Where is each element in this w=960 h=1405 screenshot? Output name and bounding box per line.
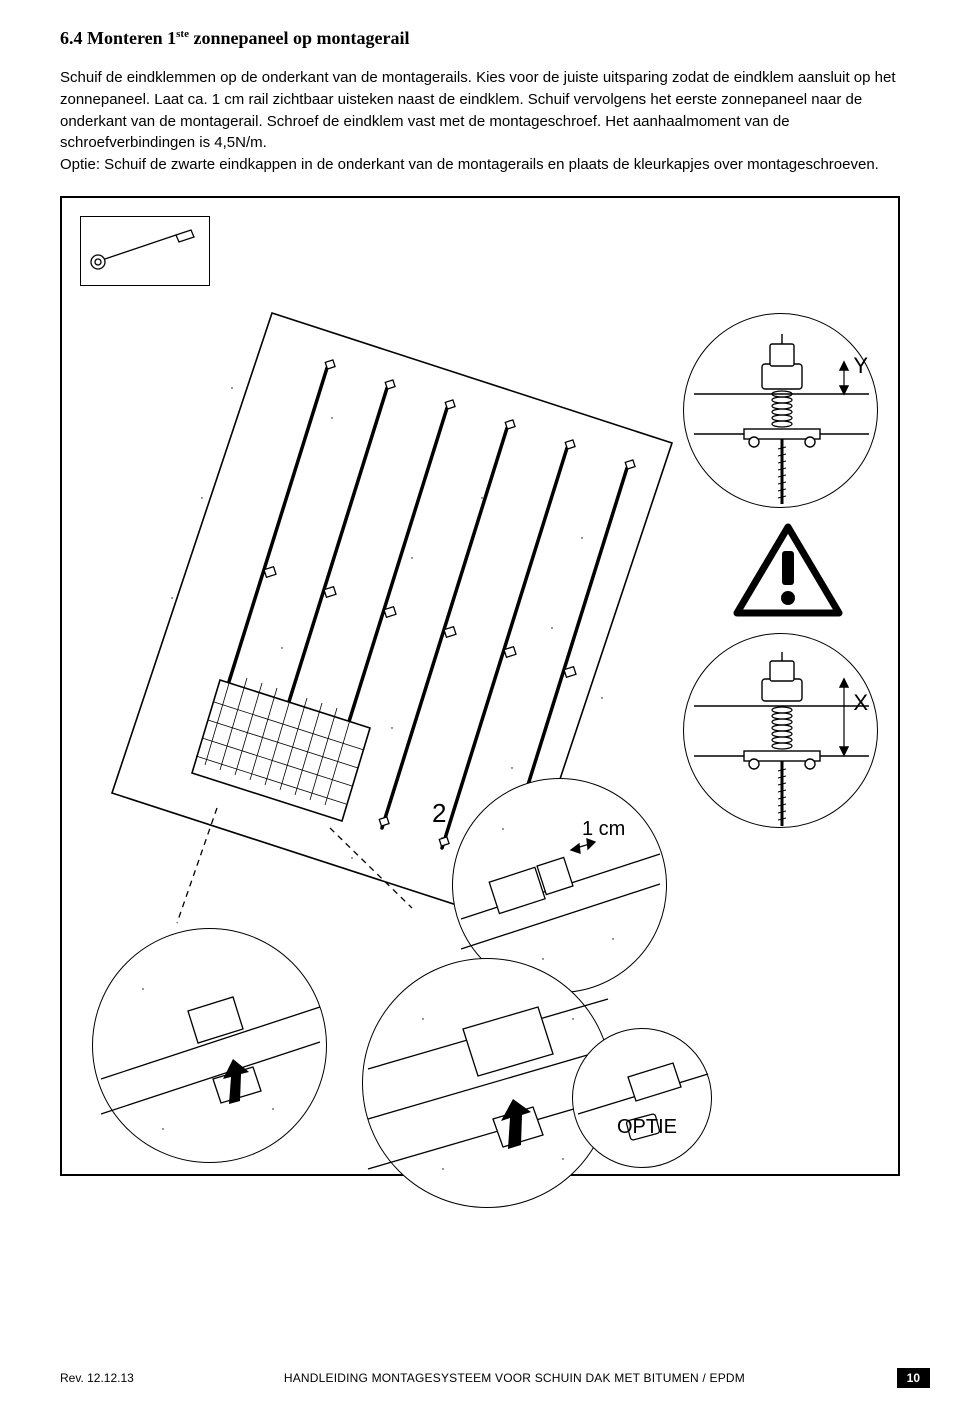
- assembly-diagram: 1 2: [60, 196, 900, 1176]
- label-x: X: [853, 690, 868, 716]
- clamp-y-illustration: [684, 314, 879, 509]
- footer-pagenum: 10: [897, 1368, 930, 1388]
- detail-circle-x: [683, 633, 878, 828]
- section-heading: 6.4 Monteren 1ste zonnepaneel op montage…: [60, 28, 900, 49]
- endcap-illustration: [573, 1029, 713, 1169]
- detail-circle-optie: [572, 1028, 712, 1168]
- wrench-icon: [81, 217, 211, 287]
- label-optie: OPTIE: [617, 1116, 677, 1139]
- body-paragraph: Schuif de eindklemmen op de onderkant va…: [60, 67, 900, 176]
- clamp-x-illustration: [684, 634, 879, 829]
- tool-inset: [80, 216, 210, 286]
- footer-rev: Rev. 12.12.13: [60, 1371, 134, 1385]
- warning-icon: [733, 523, 843, 618]
- detail-circle-y: [683, 313, 878, 508]
- label-1cm: 1 cm: [582, 818, 625, 841]
- detail-circle-1: [92, 928, 327, 1163]
- callout-number-2: 2: [432, 798, 446, 829]
- heading-sup: ste: [176, 28, 189, 40]
- heading-post: zonnepaneel op montagerail: [189, 28, 410, 48]
- slide-clamp-illustration: [93, 929, 328, 1164]
- heading-pre: 6.4 Monteren 1: [60, 28, 176, 48]
- footer-title: HANDLEIDING MONTAGESYSTEEM VOOR SCHUIN D…: [284, 1371, 745, 1385]
- page-footer: Rev. 12.12.13 HANDLEIDING MONTAGESYSTEEM…: [0, 1365, 960, 1391]
- label-y: Y: [853, 353, 868, 379]
